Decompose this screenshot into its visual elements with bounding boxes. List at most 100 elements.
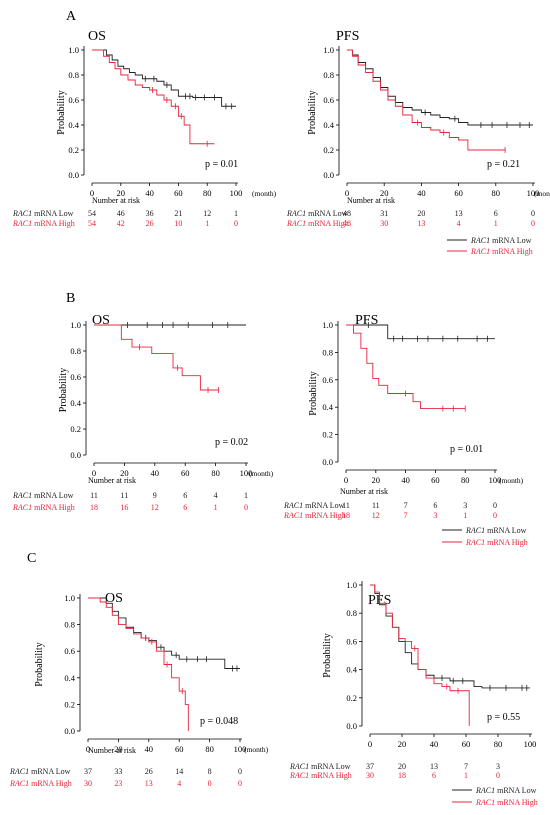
risk-value: 0	[234, 219, 238, 228]
y-tick-label: 0.4	[64, 673, 75, 683]
risk-value: 46	[117, 209, 125, 218]
risk-label-gene: RAC1	[286, 209, 306, 218]
y-tick-label: 0.2	[68, 145, 79, 155]
risk-value: 30	[84, 779, 92, 788]
risk-value: 21	[174, 209, 182, 218]
risk-row-label: RAC1 mRNA High	[289, 771, 352, 780]
risk-value: 1	[464, 771, 468, 780]
y-tick-label: 0.6	[323, 95, 334, 105]
risk-label-group: mRNA Low	[32, 491, 74, 500]
x-tick-label: 80	[494, 739, 503, 749]
x-tick-label: 40	[145, 188, 154, 198]
y-tick-label: 0.4	[322, 402, 333, 412]
series-line-0	[346, 324, 495, 340]
risk-value: 1	[244, 491, 248, 500]
y-tick-label: 0.0	[322, 457, 333, 467]
x-tick-label: 20	[398, 739, 407, 749]
risk-value: 1	[214, 503, 218, 512]
legend-gene: RAC1	[475, 798, 495, 807]
x-tick-label: 80	[205, 744, 214, 754]
risk-row-label: RAC1 mRNA High	[9, 779, 72, 788]
risk-value: 30	[366, 771, 374, 780]
x-tick-label: 40	[401, 475, 410, 485]
x-axis-label: (month)	[499, 476, 524, 485]
risk-row-label: RAC1 mRNA Low	[9, 767, 71, 776]
y-axis-label: Probability	[58, 368, 69, 412]
y-axis-label: Probability	[308, 371, 319, 415]
risk-value: 4	[177, 779, 181, 788]
y-tick-label: 0.2	[346, 693, 357, 703]
risk-value: 37	[366, 762, 374, 771]
x-tick-label: 60	[454, 188, 463, 198]
y-tick-label: 0.0	[323, 170, 334, 180]
x-tick-label: 60	[181, 468, 190, 478]
series-line-1	[347, 49, 506, 151]
risk-value: 1	[494, 219, 498, 228]
y-tick-label: 0.4	[68, 120, 79, 130]
series-line-0	[92, 49, 236, 107]
risk-value: 10	[174, 219, 182, 228]
risk-row-label: RAC1 mRNA Low	[289, 762, 351, 771]
x-tick-label: 0	[86, 744, 90, 754]
legend-label: RAC1 mRNA High	[465, 538, 528, 547]
x-tick-label: 80	[461, 475, 470, 485]
risk-row-label: RAC1 mRNA High	[283, 511, 346, 520]
risk-value: 0	[496, 771, 500, 780]
chart-title: PFS	[336, 29, 359, 44]
risk-value: 30	[380, 219, 388, 228]
series-line-0	[347, 49, 533, 126]
y-tick-label: 1.0	[68, 45, 79, 55]
x-tick-label: 100	[230, 188, 243, 198]
y-axis-label: Probability	[307, 90, 318, 134]
risk-row-label: RAC1 mRNA High	[12, 503, 75, 512]
x-tick-label: 20	[120, 468, 129, 478]
risk-table-header: Number at risk	[88, 746, 136, 755]
risk-value: 0	[208, 779, 212, 788]
legend-label: RAC1 mRNA Low	[470, 236, 532, 245]
legend-gene: RAC1	[470, 247, 490, 256]
x-tick-label: 40	[430, 739, 439, 749]
risk-label-group: mRNA Low	[303, 501, 345, 510]
risk-label-gene: RAC1	[289, 771, 309, 780]
risk-value: 31	[380, 209, 388, 218]
x-tick-label: 0	[90, 188, 94, 198]
risk-value: 3	[433, 511, 437, 520]
risk-value: 48	[343, 209, 351, 218]
risk-value: 4	[457, 219, 461, 228]
risk-label-group: mRNA Low	[32, 209, 74, 218]
risk-value: 6	[494, 209, 498, 218]
risk-value: 11	[342, 501, 350, 510]
x-tick-label: 20	[117, 188, 126, 198]
y-tick-label: 0.2	[323, 145, 334, 155]
y-tick-label: 0.8	[64, 620, 75, 630]
risk-value: 16	[120, 503, 128, 512]
legend-gene: RAC1	[470, 236, 490, 245]
y-tick-label: 0.0	[64, 726, 75, 736]
risk-label-gene: RAC1	[283, 511, 303, 520]
risk-table-header: Number at risk	[92, 196, 140, 205]
risk-value: 6	[433, 501, 437, 510]
y-tick-label: 0.8	[70, 346, 81, 356]
y-tick-label: 0.2	[64, 699, 75, 709]
legend-group: mRNA Low	[490, 236, 532, 245]
series-line-1	[94, 324, 219, 391]
risk-table-header: Number at risk	[340, 487, 388, 496]
risk-value: 12	[203, 209, 211, 218]
legend-gene: RAC1	[465, 538, 485, 547]
risk-value: 4	[214, 491, 218, 500]
p-value: p = 0.01	[205, 159, 238, 170]
risk-value: 9	[153, 491, 157, 500]
x-tick-label: 0	[345, 188, 349, 198]
panel-label-b: B	[66, 291, 75, 306]
y-tick-label: 0.8	[322, 347, 333, 357]
risk-value: 11	[90, 491, 98, 500]
panel-letter-c: C	[27, 551, 36, 566]
risk-row-label: RAC1 mRNA High	[286, 219, 349, 228]
risk-label-group: mRNA Low	[309, 762, 351, 771]
y-tick-label: 0.6	[346, 636, 357, 646]
x-tick-label: 80	[492, 188, 501, 198]
risk-value: 11	[121, 491, 129, 500]
legend-label: RAC1 mRNA High	[475, 798, 538, 807]
y-tick-label: 0.8	[323, 70, 334, 80]
